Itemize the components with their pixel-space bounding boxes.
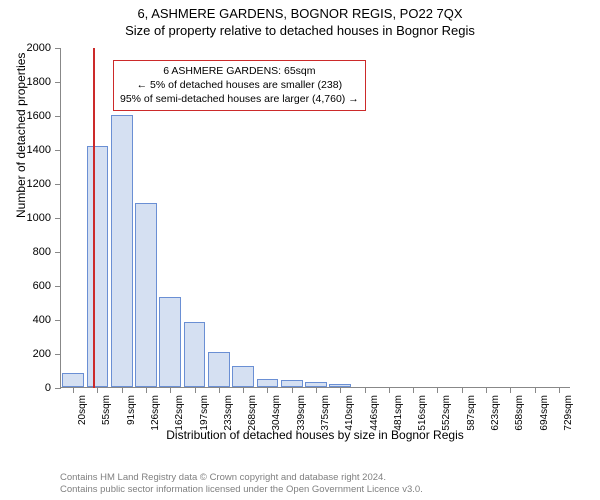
x-tick	[486, 387, 487, 393]
y-tick-label: 200	[33, 348, 51, 360]
y-tick-label: 400	[33, 314, 51, 326]
chart-title-line1: 6, ASHMERE GARDENS, BOGNOR REGIS, PO22 7…	[0, 6, 600, 21]
x-tick	[462, 387, 463, 393]
x-tick	[146, 387, 147, 393]
y-tick	[55, 48, 61, 49]
histogram-bar	[159, 297, 181, 387]
y-tick	[55, 150, 61, 151]
chart-wrap: 0200400600800100012001400160018002000 20…	[60, 48, 570, 418]
chart-title-block: 6, ASHMERE GARDENS, BOGNOR REGIS, PO22 7…	[0, 0, 600, 38]
y-tick	[55, 286, 61, 287]
annotation-line: ← 5% of detached houses are smaller (238…	[120, 78, 359, 92]
histogram-bar	[305, 382, 327, 387]
x-tick	[413, 387, 414, 393]
x-tick	[170, 387, 171, 393]
histogram-bar	[62, 373, 84, 387]
y-tick	[55, 184, 61, 185]
y-tick-label: 1600	[27, 110, 51, 122]
x-tick-label: 481sqm	[393, 395, 404, 431]
x-tick-label: 516sqm	[417, 395, 428, 431]
histogram-bar	[329, 384, 351, 387]
y-axis: 0200400600800100012001400160018002000	[55, 48, 61, 388]
x-tick	[510, 387, 511, 393]
plot-area: 0200400600800100012001400160018002000 20…	[60, 48, 570, 388]
annotation-line: 6 ASHMERE GARDENS: 65sqm	[120, 64, 359, 78]
x-tick	[316, 387, 317, 393]
x-tick-label: 233sqm	[223, 395, 234, 431]
x-tick-label: 623sqm	[490, 395, 501, 431]
histogram-bar	[208, 352, 230, 387]
x-tick	[195, 387, 196, 393]
x-tick-label: 162sqm	[174, 395, 185, 431]
y-tick-label: 1000	[27, 212, 51, 224]
x-tick	[122, 387, 123, 393]
x-tick-label: 268sqm	[247, 395, 258, 431]
x-tick-label: 446sqm	[369, 395, 380, 431]
x-tick	[97, 387, 98, 393]
x-tick-label: 20sqm	[77, 395, 88, 425]
y-tick	[55, 354, 61, 355]
x-tick-label: 729sqm	[563, 395, 574, 431]
x-tick	[437, 387, 438, 393]
reference-line	[93, 48, 95, 388]
x-tick-label: 197sqm	[199, 395, 210, 431]
x-tick	[365, 387, 366, 393]
chart-title-line2: Size of property relative to detached ho…	[0, 23, 600, 38]
x-tick	[73, 387, 74, 393]
footer-attribution: Contains HM Land Registry data © Crown c…	[60, 472, 423, 496]
x-tick-label: 91sqm	[126, 395, 137, 425]
y-tick-label: 1800	[27, 76, 51, 88]
x-tick-label: 587sqm	[466, 395, 477, 431]
x-tick-label: 339sqm	[296, 395, 307, 431]
y-tick-label: 1400	[27, 144, 51, 156]
y-tick	[55, 82, 61, 83]
x-tick	[243, 387, 244, 393]
x-tick	[340, 387, 341, 393]
footer-line1: Contains HM Land Registry data © Crown c…	[60, 472, 423, 484]
y-tick-label: 2000	[27, 42, 51, 54]
x-tick	[292, 387, 293, 393]
x-tick	[559, 387, 560, 393]
histogram-bar	[281, 380, 303, 387]
x-tick	[389, 387, 390, 393]
x-tick	[267, 387, 268, 393]
y-tick	[55, 116, 61, 117]
x-axis-label: Distribution of detached houses by size …	[60, 428, 570, 442]
x-tick	[219, 387, 220, 393]
histogram-bar	[87, 146, 109, 387]
x-axis: 20sqm55sqm91sqm126sqm162sqm197sqm233sqm2…	[61, 387, 571, 393]
x-tick-label: 55sqm	[101, 395, 112, 425]
y-tick-label: 800	[33, 246, 51, 258]
y-tick-label: 0	[45, 382, 51, 394]
y-tick	[55, 320, 61, 321]
x-tick-label: 375sqm	[320, 395, 331, 431]
histogram-bar	[232, 366, 254, 387]
histogram-bar	[111, 115, 133, 387]
x-tick-label: 126sqm	[150, 395, 161, 431]
footer-line2: Contains public sector information licen…	[60, 484, 423, 496]
y-tick-label: 1200	[27, 178, 51, 190]
x-tick-label: 304sqm	[271, 395, 282, 431]
histogram-bar	[257, 379, 279, 388]
y-tick	[55, 252, 61, 253]
x-tick-label: 658sqm	[514, 395, 525, 431]
histogram-bar	[135, 203, 157, 387]
annotation-box: 6 ASHMERE GARDENS: 65sqm← 5% of detached…	[113, 60, 366, 111]
x-tick-label: 694sqm	[539, 395, 550, 431]
x-tick-label: 552sqm	[441, 395, 452, 431]
histogram-bar	[184, 322, 206, 387]
annotation-line: 95% of semi-detached houses are larger (…	[120, 92, 359, 106]
x-tick-label: 410sqm	[344, 395, 355, 431]
y-tick-label: 600	[33, 280, 51, 292]
x-tick	[535, 387, 536, 393]
y-tick	[55, 218, 61, 219]
